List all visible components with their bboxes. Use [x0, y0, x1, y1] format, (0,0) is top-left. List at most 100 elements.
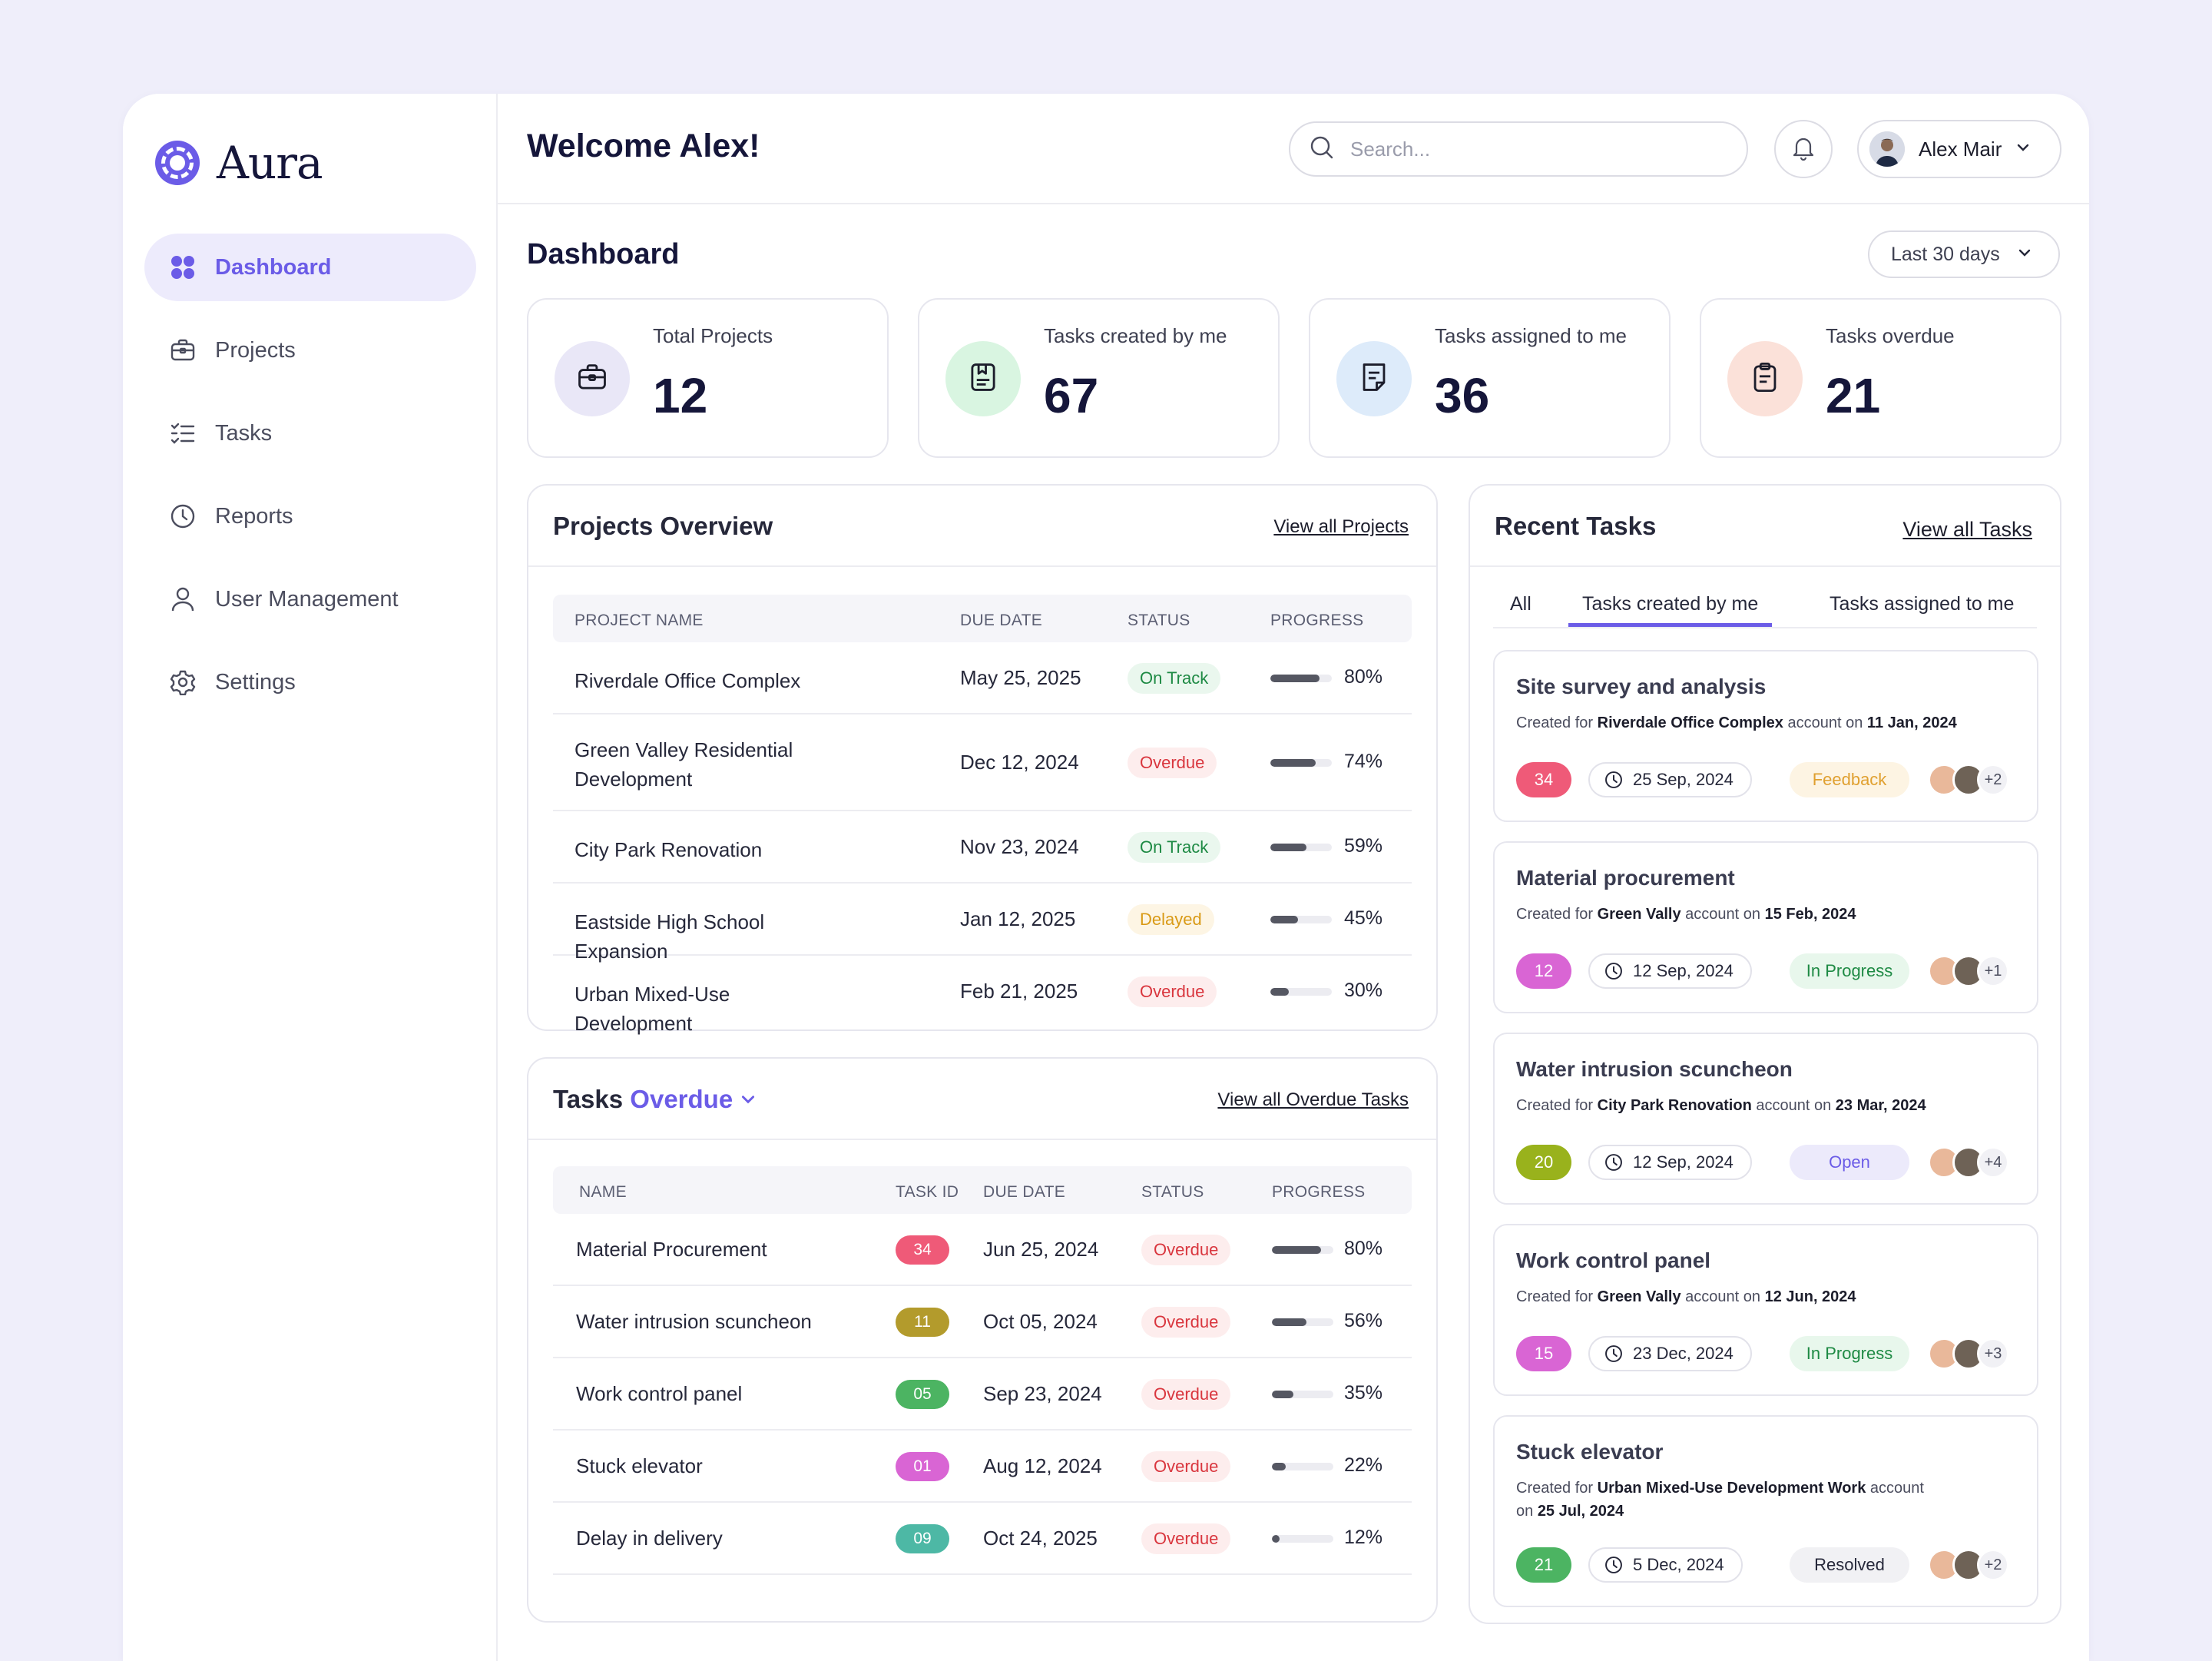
briefcase-icon [577, 362, 608, 396]
task-card-footer: 15 23 Dec, 2024 In Progress +3 [1516, 1336, 2023, 1371]
table-row[interactable]: Riverdale Office Complex May 25, 2025 On T… [553, 642, 1412, 714]
card-header: Recent Tasks View all Tasks [1470, 486, 2060, 567]
progress-bar [1272, 1535, 1333, 1543]
sidebar-item-user-management[interactable]: User Management [144, 565, 476, 633]
column-header: DUE DATE [983, 1183, 1066, 1201]
meta-date: 25 Jul, 2024 [1537, 1503, 1624, 1520]
column-header: DUE DATE [960, 612, 1043, 629]
assignee-avatars[interactable]: +2 [1928, 764, 2009, 796]
gear-icon [167, 667, 198, 698]
more-assignees-count: +2 [1977, 764, 2009, 796]
table-row[interactable]: Material Procurement 34 Jun 25, 2024 Overdu… [553, 1214, 1412, 1286]
stat-card-total-projects[interactable]: Total Projects 12 [527, 298, 889, 458]
notifications-button[interactable] [1774, 120, 1833, 178]
column-header: NAME [579, 1183, 627, 1201]
task-card[interactable]: Work control panel Created for Green Vall… [1493, 1224, 2038, 1396]
tab-all[interactable]: All [1510, 593, 1532, 615]
status-badge: Overdue [1141, 1307, 1231, 1338]
meta-prefix: Created for [1516, 714, 1594, 731]
due-date-chip: 25 Sep, 2024 [1588, 762, 1752, 797]
progress-percent: 56% [1344, 1310, 1383, 1331]
task-card[interactable]: Material procurement Created for Green Va… [1493, 841, 2038, 1013]
table-row[interactable]: Delay in delivery 09 Oct 24, 2025 Overdue 12… [553, 1503, 1412, 1575]
task-card[interactable]: Water intrusion scuncheon Created for Cit… [1493, 1033, 2038, 1205]
assignee-avatars[interactable]: +3 [1928, 1338, 2009, 1370]
task-card-footer: 34 25 Sep, 2024 Feedback +2 [1516, 762, 2023, 797]
period-select[interactable]: Last 30 days [1868, 230, 2060, 278]
recent-tasks-card: Recent Tasks View all Tasks All Tasks cr… [1469, 484, 2061, 1624]
stat-card-tasks-created[interactable]: Tasks created by me 67 [918, 298, 1280, 458]
task-card[interactable]: Site survey and analysis Created for Rive… [1493, 650, 2038, 822]
assignee-avatars[interactable]: +4 [1928, 1146, 2009, 1179]
task-number-badge: 12 [1516, 953, 1571, 989]
table-row[interactable]: Eastside High School Expansion Jan 12, 20… [553, 884, 1412, 963]
search-box[interactable] [1289, 121, 1748, 177]
task-name: Stuck elevator [576, 1454, 703, 1477]
column-header: STATUS [1128, 612, 1190, 629]
progress-bar [1272, 1318, 1333, 1326]
status-badge: Overdue [1141, 1451, 1231, 1482]
logo[interactable]: Aura [155, 132, 323, 194]
table-row[interactable]: City Park Renovation Nov 23, 2024 On Track… [553, 811, 1412, 884]
task-meta: Created for City Park Renovation account… [1516, 1094, 2008, 1117]
overdue-filter-dropdown[interactable]: Overdue [630, 1085, 757, 1113]
table-row[interactable]: Water intrusion scuncheon 11 Oct 05, 2024 O… [553, 1286, 1412, 1358]
meta-tail: on [1516, 1503, 1534, 1520]
user-menu[interactable]: Alex Mair [1857, 120, 2061, 178]
assignee-avatars[interactable]: +1 [1928, 955, 2009, 987]
table-row[interactable]: Urban Mixed-Use Development Feb 21, 2025 O… [553, 956, 1412, 1035]
stat-icon-circle [555, 341, 630, 416]
view-all-overdue-link[interactable]: View all Overdue Tasks [1217, 1089, 1409, 1110]
assignee-avatars[interactable]: +2 [1928, 1549, 2009, 1581]
progress-bar [1272, 1246, 1333, 1254]
stat-card-tasks-assigned[interactable]: Tasks assigned to me 36 [1309, 298, 1671, 458]
meta-mid: account on [1685, 1288, 1761, 1305]
sidebar-item-dashboard[interactable]: Dashboard [144, 234, 476, 301]
sidebar-item-reports[interactable]: Reports [144, 482, 476, 550]
task-meta: Created for Green Vally account on 12 Ju… [1516, 1285, 2008, 1308]
stat-card-tasks-overdue[interactable]: Tasks overdue 21 [1700, 298, 2061, 458]
card-title: Tasks Overdue [553, 1085, 757, 1114]
sidebar-item-tasks[interactable]: Tasks [144, 400, 476, 467]
page-title: Dashboard [527, 238, 680, 270]
sidebar-item-projects[interactable]: Projects [144, 317, 476, 384]
progress-bar [1270, 675, 1332, 682]
task-id-badge: 01 [896, 1452, 949, 1481]
overdue-table: NAME TASK ID DUE DATE STATUS PROGRESS Ma… [553, 1166, 1412, 1575]
table-header: NAME TASK ID DUE DATE STATUS PROGRESS [553, 1166, 1412, 1214]
clock-icon [1604, 1344, 1624, 1364]
progress-percent: 45% [1344, 907, 1383, 929]
avatar [1869, 131, 1905, 167]
stat-value: 21 [1826, 368, 1881, 423]
table-row[interactable]: Green Valley Residential Development Dec … [553, 714, 1412, 811]
task-card-footer: 12 12 Sep, 2024 In Progress +1 [1516, 953, 2023, 989]
grid-icon [167, 252, 198, 283]
due-date: Oct 24, 2025 [983, 1527, 1098, 1550]
task-number-badge: 15 [1516, 1336, 1571, 1371]
view-all-projects-link[interactable]: View all Projects [1273, 516, 1409, 537]
column-header: PROGRESS [1272, 1183, 1366, 1201]
view-all-tasks-link[interactable]: View all Tasks [1902, 518, 2032, 541]
tab-assigned-to-me[interactable]: Tasks assigned to me [1830, 593, 2015, 615]
clipboard-icon [1750, 362, 1780, 396]
due-date: Oct 05, 2024 [983, 1310, 1098, 1333]
status-badge: Overdue [1128, 976, 1217, 1007]
column-header: PROJECT NAME [575, 612, 704, 629]
task-card[interactable]: Stuck elevator Created for Urban Mixed-Us… [1493, 1415, 2038, 1607]
due-date-chip: 12 Sep, 2024 [1588, 953, 1752, 989]
due-date: 12 Sep, 2024 [1633, 1152, 1734, 1172]
chevron-down-icon [2015, 140, 2031, 159]
task-title: Work control panel [1516, 1248, 1711, 1272]
meta-mid: account on [1756, 1097, 1832, 1114]
due-date: 5 Dec, 2024 [1633, 1555, 1724, 1574]
status-badge: Open [1790, 1145, 1909, 1180]
search-input[interactable] [1350, 137, 1719, 161]
card-title-prefix: Tasks [553, 1085, 624, 1113]
due-date: May 25, 2025 [960, 666, 1081, 689]
due-date-chip: 23 Dec, 2024 [1588, 1336, 1752, 1371]
table-row[interactable]: Work control panel 05 Sep 23, 2024 Overdue 3… [553, 1358, 1412, 1431]
tab-created-by-me[interactable]: Tasks created by me [1568, 593, 1773, 627]
sidebar-item-settings[interactable]: Settings [144, 648, 476, 716]
table-row[interactable]: Stuck elevator 01 Aug 12, 2024 Overdue 22% [553, 1431, 1412, 1503]
progress-percent: 30% [1344, 980, 1383, 1001]
